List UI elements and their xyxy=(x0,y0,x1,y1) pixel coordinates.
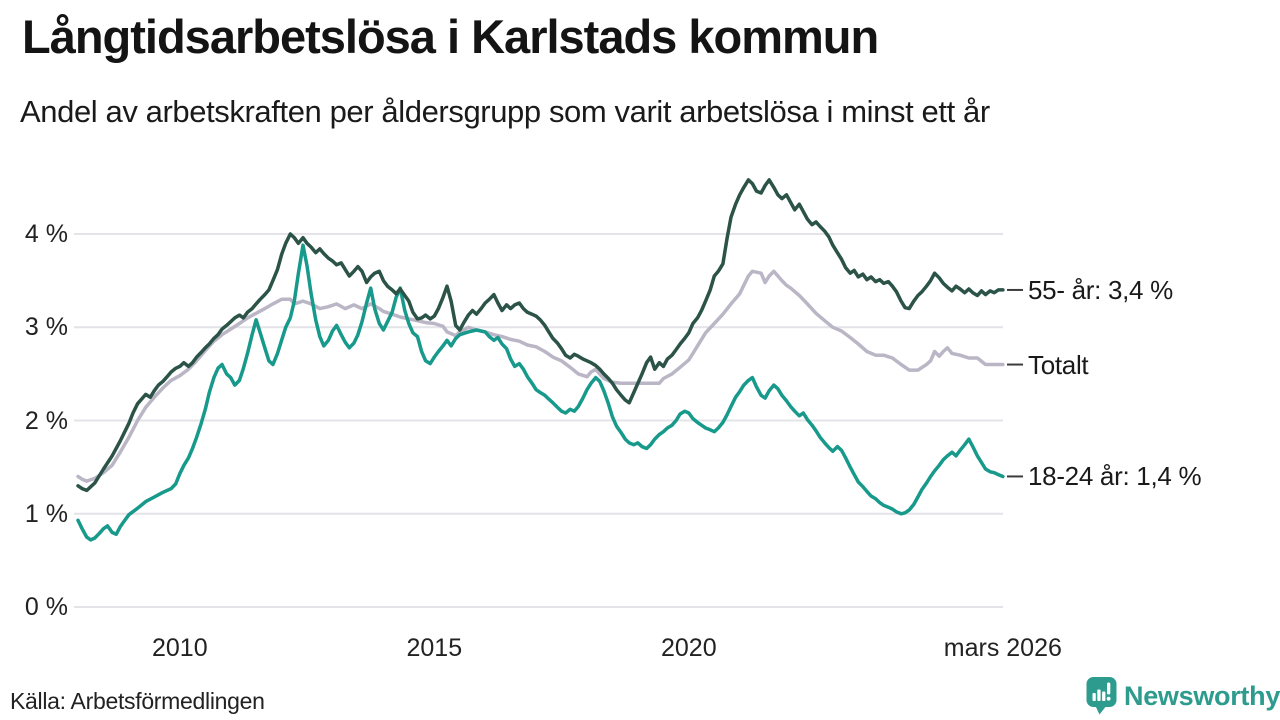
series-lines xyxy=(76,178,1005,542)
y-axis-tick-label: 4 % xyxy=(24,220,68,248)
series-label-totalt: Totalt xyxy=(1028,349,1089,380)
gridlines xyxy=(74,233,1003,608)
series-line-18-24-ar xyxy=(76,243,1005,542)
x-axis-tick-label: 2015 xyxy=(406,634,463,662)
source-note: Källa: Arbetsförmedlingen xyxy=(10,688,265,714)
series-label-18-24-ar: 18-24 år: 1,4 % xyxy=(1028,461,1202,492)
y-axis-tick-label: 0 % xyxy=(24,593,68,621)
page-title: Långtidsarbetslösa i Karlstads kommun xyxy=(22,10,879,63)
x-axis-tick-label: mars 2026 xyxy=(943,634,1062,662)
chart-subtitle: Andel av arbetskraften per åldersgrupp s… xyxy=(20,94,990,129)
newsworthy-logo-icon xyxy=(1086,677,1117,715)
label-leader-dashes xyxy=(1007,288,1023,478)
x-axis-tick-label: 2010 xyxy=(151,634,208,662)
series-label-55-ar: 55- år: 3,4 % xyxy=(1028,274,1173,305)
series-line-55-ar xyxy=(76,178,1005,493)
newsworthy-brand: Newsworthy xyxy=(1086,676,1280,715)
series-line-totalt xyxy=(76,269,1005,483)
x-axis-tick-label: 2020 xyxy=(660,634,717,662)
y-axis-tick-label: 3 % xyxy=(24,313,68,342)
y-axis-tick-label: 1 % xyxy=(24,499,68,528)
brand-name: Newsworthy xyxy=(1124,681,1280,711)
y-axis-tick-label: 2 % xyxy=(24,406,68,435)
